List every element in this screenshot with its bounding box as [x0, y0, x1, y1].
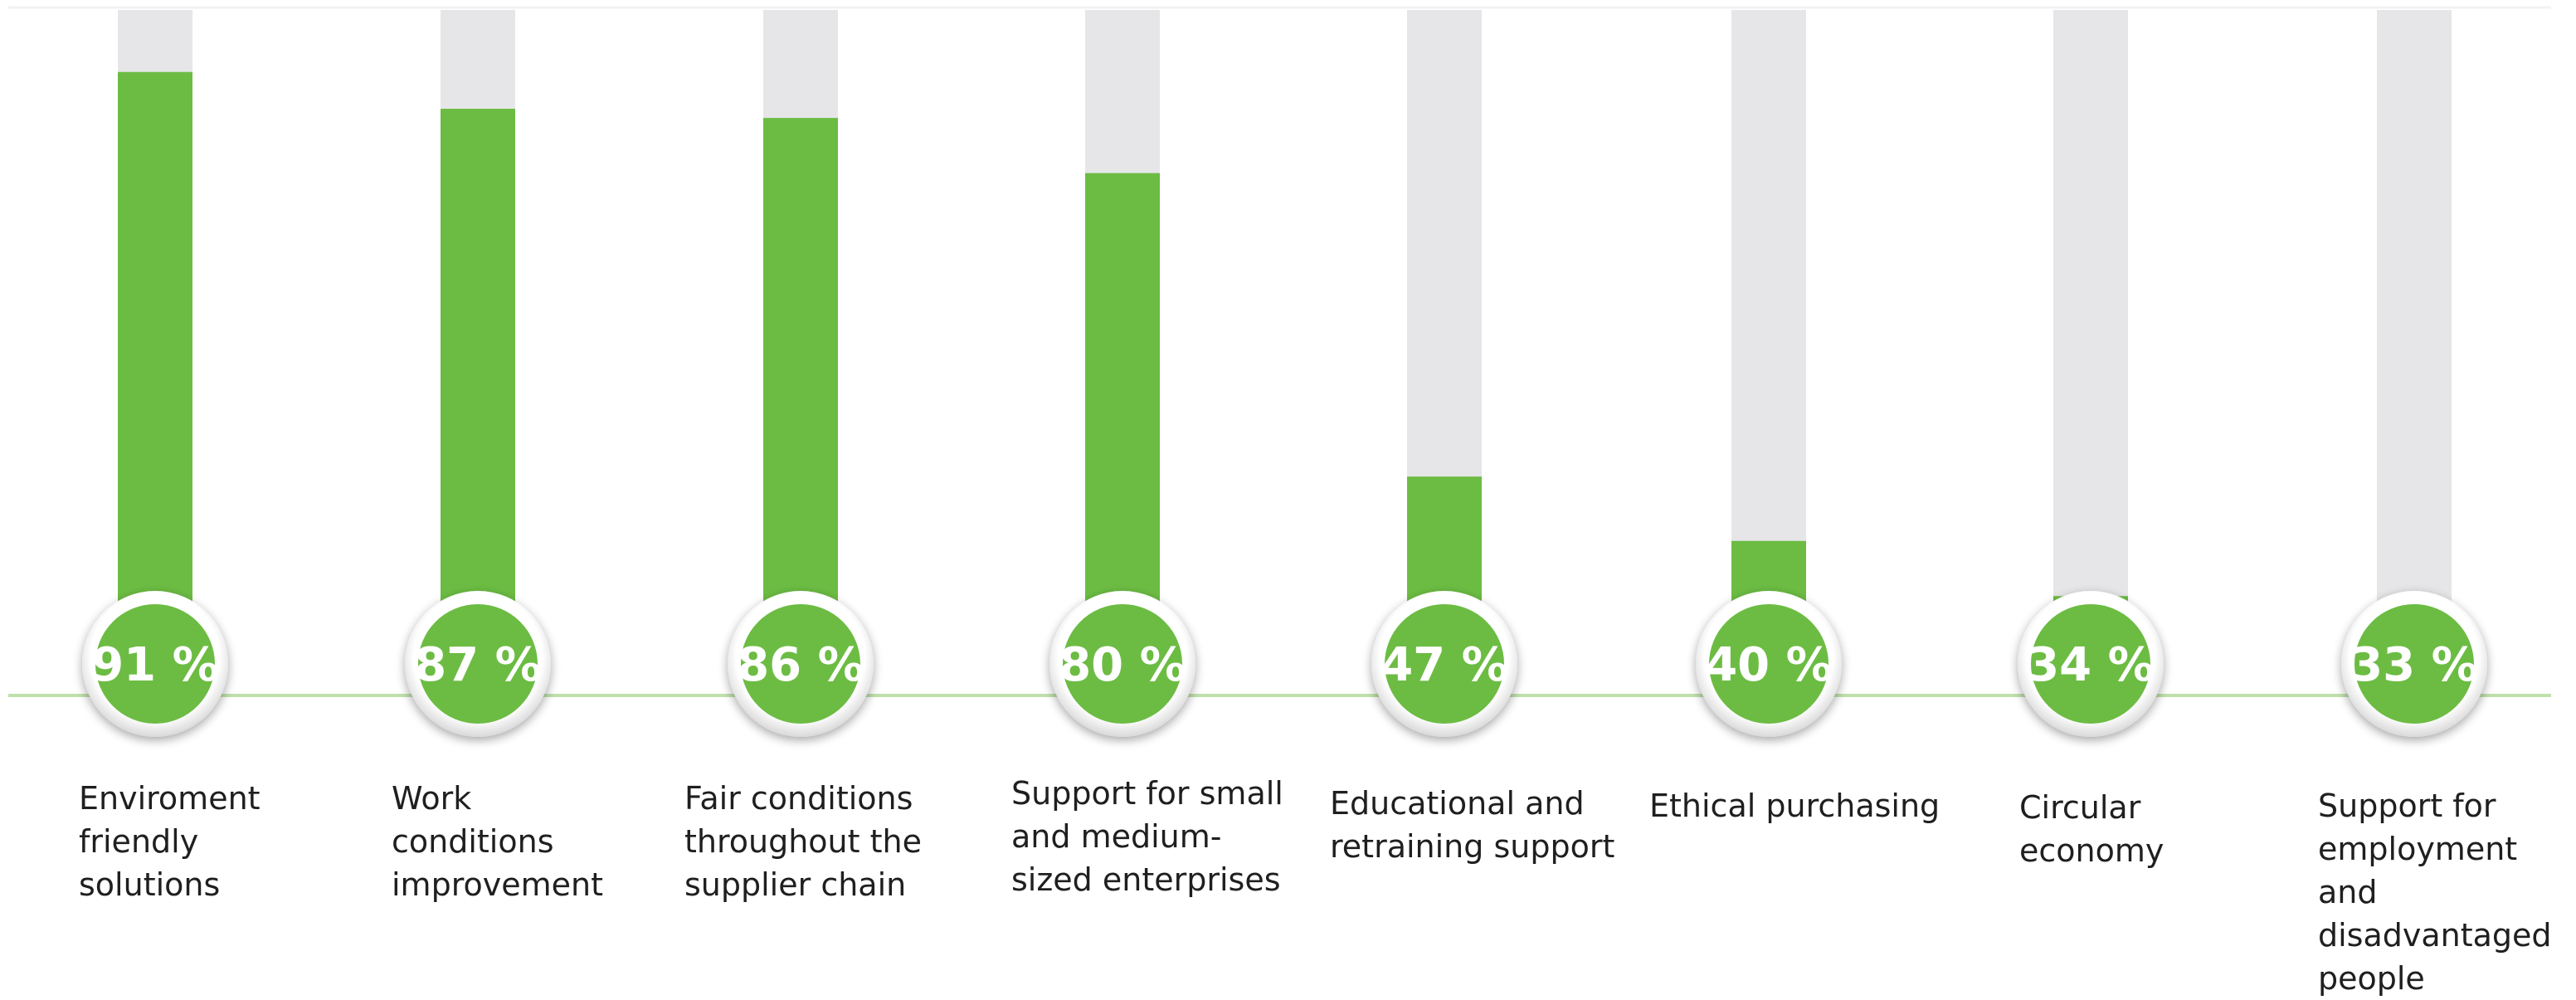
value-badge — [1063, 604, 1182, 724]
category-label: Fair conditions throughout the supplier … — [684, 780, 922, 903]
bar-group: 91 % — [82, 10, 228, 737]
category-label: Support for employment and disadvantaged… — [2318, 788, 2552, 997]
bar-group: 33 % — [2341, 10, 2487, 737]
bar-group: 87 % — [405, 10, 551, 737]
category-label: Ethical purchasing — [1649, 788, 1941, 824]
bar-group: 80 % — [1049, 10, 1195, 737]
data-label: 34 % — [2027, 638, 2155, 692]
category-label: Enviroment friendly solutions — [79, 780, 261, 903]
data-label: 91 % — [91, 638, 219, 692]
data-label: 87 % — [414, 638, 542, 692]
category-label: Work conditions improvement — [392, 780, 603, 903]
value-badge — [2031, 604, 2150, 724]
bar-group: 34 % — [2018, 10, 2164, 737]
bar — [118, 71, 192, 665]
data-label: 33 % — [2350, 638, 2478, 692]
category-label: Circular economy — [2019, 789, 2165, 869]
bar-group: 40 % — [1696, 10, 1842, 737]
bars-layer: 91 % 87 % 86 % 80 % 47 % 40 % 34 % 33 % — [82, 10, 2487, 737]
bar — [441, 109, 515, 665]
bar-track — [2377, 10, 2452, 664]
value-badge — [741, 604, 860, 724]
value-badge — [1385, 604, 1504, 724]
value-badge — [95, 604, 215, 724]
data-label: 47 % — [1381, 638, 1508, 692]
data-label: 40 % — [1705, 638, 1833, 692]
data-label: 80 % — [1059, 638, 1186, 692]
value-badge — [2354, 604, 2474, 724]
category-label: Support for small and medium- sized ente… — [1011, 775, 1283, 898]
category-label: Educational and retraining support — [1330, 785, 1615, 865]
bar-track — [2053, 10, 2128, 664]
value-badge — [418, 604, 538, 724]
bar-group: 47 % — [1371, 10, 1517, 737]
data-label: 86 % — [737, 638, 864, 692]
bar — [763, 118, 838, 664]
bar — [1085, 173, 1160, 665]
chart-canvas: 91 % 87 % 86 % 80 % 47 % 40 % 34 % 33 % — [8, 6, 2551, 737]
bar-group: 86 % — [728, 10, 874, 737]
value-badge — [1709, 604, 1829, 724]
